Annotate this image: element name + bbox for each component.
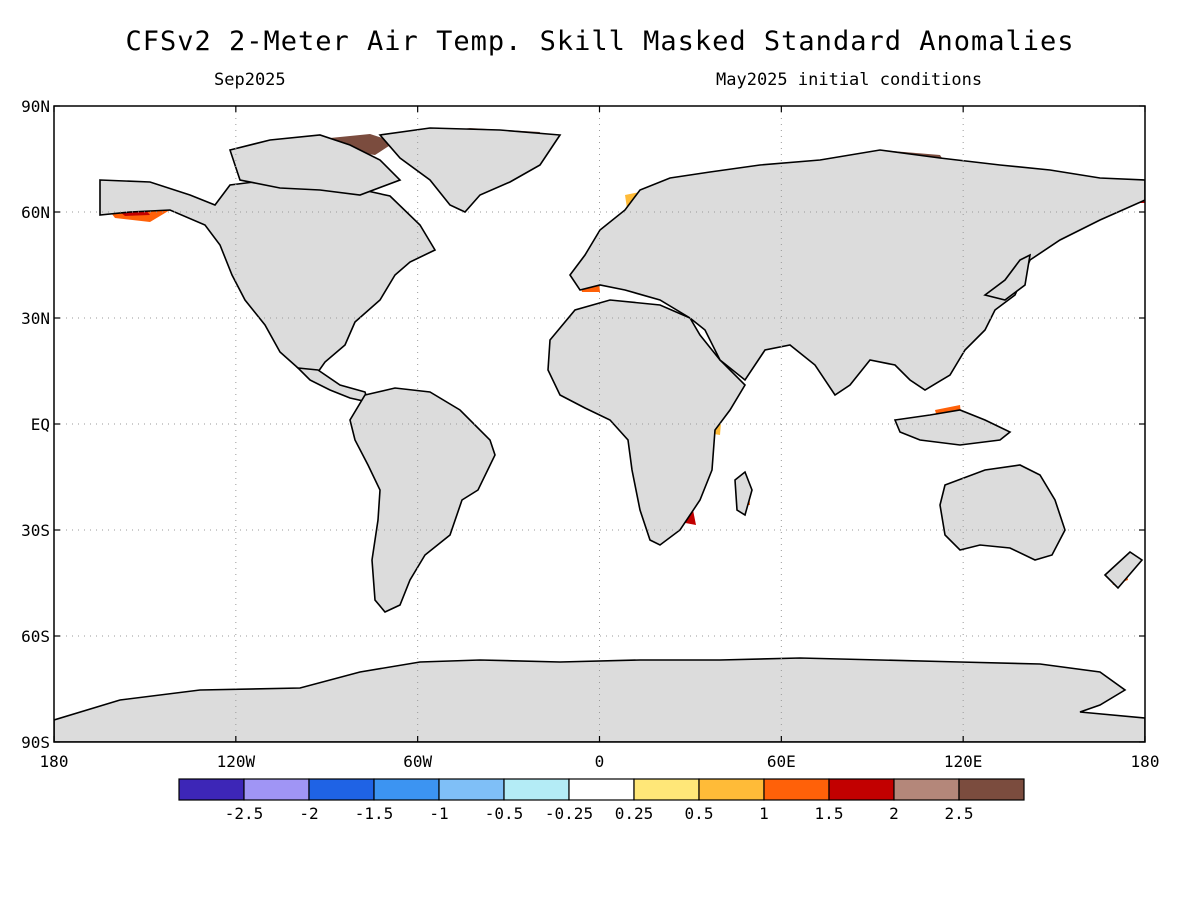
lon-label: 60W	[403, 752, 432, 771]
map-title: CFSv2 2-Meter Air Temp. Skill Masked Sta…	[125, 26, 1075, 57]
lon-label: 60E	[767, 752, 796, 771]
lat-label: EQ	[31, 415, 50, 434]
forecast-month: Sep2025	[214, 70, 286, 90]
lon-label: 120W	[217, 752, 256, 771]
lat-label: 30N	[21, 309, 50, 328]
legend-label: -2.5	[225, 804, 264, 823]
legend-swatch	[568, 778, 635, 801]
legend-label: 2	[889, 804, 899, 823]
map-canvas	[54, 106, 1145, 742]
lon-label: 120E	[944, 752, 983, 771]
legend-label: -1	[429, 804, 448, 823]
initial-conditions: May2025 initial conditions	[716, 70, 983, 90]
legend-swatch	[893, 778, 960, 801]
lon-label: 180	[40, 752, 69, 771]
legend-swatch	[438, 778, 505, 801]
lat-label: 90S	[21, 733, 50, 752]
legend-swatch	[698, 778, 765, 801]
lat-label: 60N	[21, 203, 50, 222]
legend-label: 1	[759, 804, 769, 823]
legend-label: 0.25	[615, 804, 654, 823]
legend-swatch	[178, 778, 245, 801]
graticule	[54, 106, 1145, 742]
legend-swatch	[243, 778, 310, 801]
lat-label: 60S	[21, 627, 50, 646]
legend-label: 1.5	[815, 804, 844, 823]
color-legend: -2.5 -2 -1.5 -1 -0.5 -0.25 0.25 0.5 1 1.5 2 2.5	[178, 778, 1025, 823]
legend-swatch	[308, 778, 375, 801]
lat-label: 30S	[21, 521, 50, 540]
legend-swatch	[633, 778, 700, 801]
lat-label: 90N	[21, 97, 50, 116]
lon-label: 180	[1131, 752, 1160, 771]
legend-label: -1.5	[355, 804, 394, 823]
legend-label: 2.5	[945, 804, 974, 823]
legend-swatch	[373, 778, 440, 801]
legend-swatch	[503, 778, 570, 801]
legend-swatch	[958, 778, 1025, 801]
legend-swatch	[828, 778, 895, 801]
legend-label: -2	[299, 804, 318, 823]
legend-swatch	[763, 778, 830, 801]
legend-label: 0.5	[685, 804, 714, 823]
legend-label: -0.5	[485, 804, 524, 823]
legend-label: -0.25	[545, 804, 593, 823]
lon-label: 0	[595, 752, 605, 771]
